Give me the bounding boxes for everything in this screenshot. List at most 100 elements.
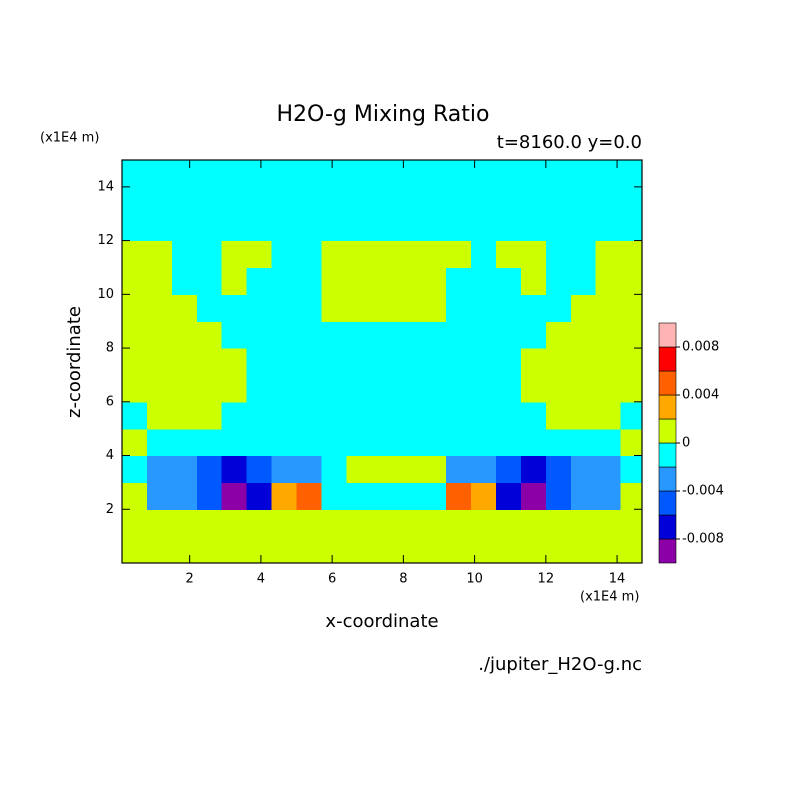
contour-cell <box>296 536 323 564</box>
colorbar-box <box>658 370 677 396</box>
contour-cell <box>221 509 248 537</box>
contour-cell <box>246 213 273 242</box>
contour-cell <box>620 428 643 457</box>
y-tick-label: 4 <box>106 448 114 463</box>
contour-cell <box>620 455 643 483</box>
contour-cell <box>371 321 397 349</box>
contour-cell <box>620 213 643 242</box>
contour-cell <box>122 321 148 349</box>
contour-cell <box>346 348 372 376</box>
contour-cell <box>346 455 372 483</box>
contour-cell <box>221 374 248 403</box>
contour-cell <box>545 294 572 322</box>
contour-cell <box>122 348 148 376</box>
contour-cell <box>271 374 298 403</box>
contour-cell <box>346 428 372 457</box>
contour-cell <box>495 428 522 457</box>
contour-cell <box>122 482 148 510</box>
contour-cell <box>321 401 347 430</box>
y-tick-label: 10 <box>97 287 114 302</box>
contour-cell <box>246 240 273 269</box>
contour-cell <box>520 428 547 457</box>
contour-cell <box>495 401 522 430</box>
contour-cell <box>520 213 547 242</box>
contour-cell <box>271 160 298 188</box>
contour-cell <box>346 213 372 242</box>
x-unit: (x1E4 m) <box>580 590 639 605</box>
plot-frame <box>121 159 643 564</box>
contour-cell <box>196 186 223 215</box>
contour-cell <box>196 321 223 349</box>
contour-cell <box>221 321 248 349</box>
contour-cell <box>570 509 597 537</box>
colorbar-box <box>658 346 677 372</box>
contour-cell <box>620 321 643 349</box>
contour-cell <box>620 482 643 510</box>
contour-cell <box>196 482 223 510</box>
contour-cell <box>495 240 522 269</box>
contour-cell <box>296 482 323 510</box>
contour-cell <box>520 186 547 215</box>
contour-cell <box>545 348 572 376</box>
contour-cell <box>271 186 298 215</box>
contour-cell <box>146 240 173 269</box>
contour-cell <box>471 482 497 510</box>
contour-cell <box>371 294 397 322</box>
contour-cell <box>396 267 422 295</box>
y-tick-label: 2 <box>106 502 114 517</box>
contour-cell <box>446 482 472 510</box>
contour-cell <box>446 428 472 457</box>
contour-cell <box>296 186 323 215</box>
contour-cell <box>196 536 223 564</box>
contour-cell <box>570 294 597 322</box>
contour-cell <box>171 348 198 376</box>
contour-cell <box>421 321 447 349</box>
contour-cell <box>570 186 597 215</box>
contour-cell <box>296 160 323 188</box>
contour-cell <box>446 160 472 188</box>
contour-cell <box>271 321 298 349</box>
contour-cell <box>171 267 198 295</box>
contour-cell <box>620 240 643 269</box>
contour-cell <box>471 536 497 564</box>
contour-cell <box>620 374 643 403</box>
x-tick-label: 8 <box>399 572 407 587</box>
contour-cell <box>396 482 422 510</box>
y-unit: (x1E4 m) <box>40 131 99 146</box>
contour-cell <box>620 186 643 215</box>
contour-cell <box>520 509 547 537</box>
contour-cell <box>396 213 422 242</box>
contour-cell <box>396 321 422 349</box>
contour-cell <box>520 240 547 269</box>
colorbar-tick-label: -0.004 <box>682 484 724 499</box>
contour-cell <box>221 186 248 215</box>
contour-cell <box>146 213 173 242</box>
contour-cell <box>321 348 347 376</box>
contour-cell <box>246 455 273 483</box>
contour-cell <box>171 536 198 564</box>
contour-cell <box>371 428 397 457</box>
contour-cell <box>396 348 422 376</box>
contour-cell <box>346 536 372 564</box>
colorbar-box <box>658 322 677 348</box>
contour-cell <box>296 428 323 457</box>
contour-cell <box>446 455 472 483</box>
contour-cell <box>346 321 372 349</box>
x-tick-label: 14 <box>609 572 626 587</box>
contour-cell <box>371 240 397 269</box>
contour-cell <box>221 536 248 564</box>
contour-cell <box>495 186 522 215</box>
contour-cell <box>321 509 347 537</box>
contour-cell <box>271 536 298 564</box>
contour-cell <box>421 401 447 430</box>
contour-cell <box>570 267 597 295</box>
x-tick-label: 2 <box>186 572 194 587</box>
contour-cell <box>545 213 572 242</box>
contour-cell <box>346 401 372 430</box>
contour-cell <box>471 240 497 269</box>
contour-cell <box>171 482 198 510</box>
contour-cell <box>246 348 273 376</box>
contour-cell <box>396 374 422 403</box>
contour-cell <box>246 428 273 457</box>
